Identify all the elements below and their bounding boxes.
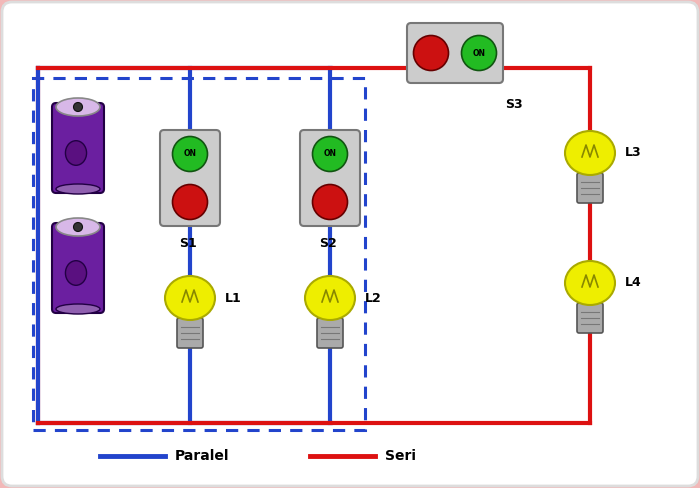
FancyBboxPatch shape [317, 318, 343, 348]
Ellipse shape [65, 261, 87, 285]
Ellipse shape [77, 110, 89, 186]
Circle shape [312, 137, 347, 171]
Ellipse shape [56, 184, 100, 194]
Circle shape [312, 184, 347, 220]
Ellipse shape [305, 276, 355, 320]
Circle shape [172, 184, 207, 220]
FancyBboxPatch shape [300, 130, 360, 226]
Ellipse shape [565, 131, 615, 175]
Circle shape [74, 223, 83, 231]
Text: Paralel: Paralel [175, 449, 230, 463]
Circle shape [414, 36, 449, 70]
Circle shape [172, 137, 207, 171]
Text: L4: L4 [625, 277, 642, 289]
Ellipse shape [56, 218, 100, 236]
Text: Seri: Seri [385, 449, 416, 463]
Circle shape [74, 102, 83, 111]
FancyBboxPatch shape [577, 173, 603, 203]
Ellipse shape [165, 276, 215, 320]
FancyBboxPatch shape [577, 303, 603, 333]
Bar [33, 78, 365, 430]
Text: L1: L1 [225, 291, 242, 305]
FancyBboxPatch shape [407, 23, 503, 83]
Ellipse shape [77, 230, 89, 305]
FancyBboxPatch shape [52, 103, 104, 193]
Text: L3: L3 [625, 146, 642, 160]
Text: ON: ON [323, 149, 337, 159]
FancyBboxPatch shape [160, 130, 220, 226]
Text: L2: L2 [365, 291, 382, 305]
Text: ON: ON [183, 149, 197, 159]
Text: S1: S1 [179, 237, 197, 250]
Text: S2: S2 [319, 237, 337, 250]
Circle shape [461, 36, 496, 70]
FancyBboxPatch shape [177, 318, 203, 348]
Text: ON: ON [473, 48, 486, 58]
Ellipse shape [56, 98, 100, 116]
Text: S3: S3 [505, 98, 523, 111]
Ellipse shape [565, 261, 615, 305]
Ellipse shape [65, 141, 87, 165]
Ellipse shape [56, 304, 100, 314]
FancyBboxPatch shape [52, 223, 104, 313]
